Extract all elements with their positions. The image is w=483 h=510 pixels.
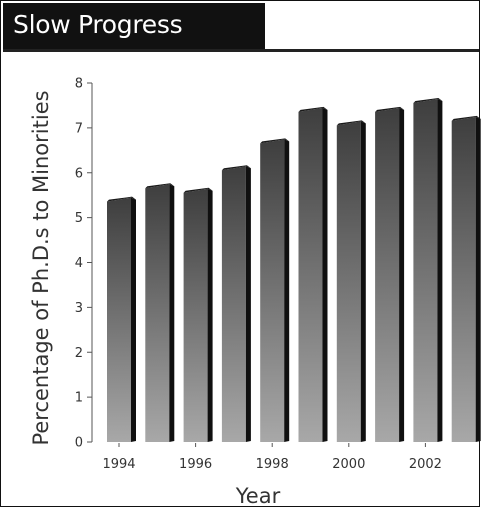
- x-tick-label-1994: 1994: [102, 457, 135, 472]
- bar-cap: [260, 138, 290, 144]
- bar-side: [475, 116, 481, 443]
- x-tick-label-1996: 1996: [179, 457, 212, 472]
- title-divider: [3, 49, 479, 52]
- bar-front: [145, 184, 170, 442]
- y-tick-label-2: 2: [75, 346, 83, 361]
- x-tick-label-2002: 2002: [409, 457, 442, 472]
- bar-side: [207, 188, 213, 442]
- bar-side: [169, 184, 175, 442]
- bar-cap: [336, 120, 366, 126]
- chart-title: Slow Progress: [13, 10, 183, 39]
- bar-cap: [298, 106, 328, 112]
- bars-group: [107, 97, 481, 443]
- bar-2003: [451, 115, 481, 443]
- y-tick-label-1: 1: [75, 391, 83, 406]
- bar-side: [284, 139, 290, 442]
- bar-1996: [183, 187, 213, 442]
- x-tick-label-2000: 2000: [332, 457, 365, 472]
- y-tick-label-6: 6: [75, 166, 83, 181]
- bar-front: [413, 98, 438, 442]
- bar-front: [451, 116, 476, 443]
- bar-side: [437, 98, 443, 442]
- bar-2002: [413, 97, 443, 442]
- bar-side: [360, 121, 366, 442]
- y-ticks-group: 0 1 2 3 4 5 6 7 8: [75, 77, 92, 451]
- title-bar: Slow Progress: [3, 3, 265, 49]
- bar-1998: [260, 138, 290, 442]
- bar-cap: [451, 115, 481, 121]
- bar-cap: [221, 165, 251, 171]
- bar-cap: [145, 183, 175, 189]
- y-tick-label-8: 8: [75, 77, 83, 92]
- bar-front: [375, 107, 400, 443]
- bar-1995: [145, 183, 175, 442]
- bar-1994: [107, 196, 136, 442]
- bar-front: [336, 121, 361, 442]
- y-tick-label-5: 5: [75, 211, 83, 226]
- bar-side: [322, 107, 328, 443]
- bar-cap: [107, 196, 136, 202]
- bar-front: [183, 188, 208, 442]
- y-tick-label-4: 4: [75, 256, 83, 271]
- bar-front: [298, 107, 323, 443]
- bar-side: [245, 166, 251, 442]
- y-axis-title: Percentage of Ph.D.s to Minorities: [29, 90, 53, 445]
- bar-2000: [336, 120, 366, 442]
- bar-front: [221, 166, 246, 442]
- bar-1999: [298, 106, 328, 443]
- bar-front: [260, 139, 285, 442]
- y-tick-label-0: 0: [75, 436, 83, 451]
- x-ticks-group: 1994 1996 1998 2000 2002: [102, 443, 442, 472]
- bar-2001: [375, 106, 405, 443]
- x-axis-title: Year: [235, 484, 281, 508]
- x-tick-label-1998: 1998: [256, 457, 289, 472]
- bar-cap: [375, 106, 405, 112]
- bar-side: [131, 197, 136, 442]
- bar-front: [107, 197, 131, 442]
- bar-side: [399, 107, 405, 443]
- bar-cap: [413, 97, 443, 103]
- y-tick-label-3: 3: [75, 301, 83, 316]
- bar-cap: [183, 187, 213, 193]
- y-tick-label-7: 7: [75, 121, 83, 136]
- bar-1997: [221, 165, 251, 442]
